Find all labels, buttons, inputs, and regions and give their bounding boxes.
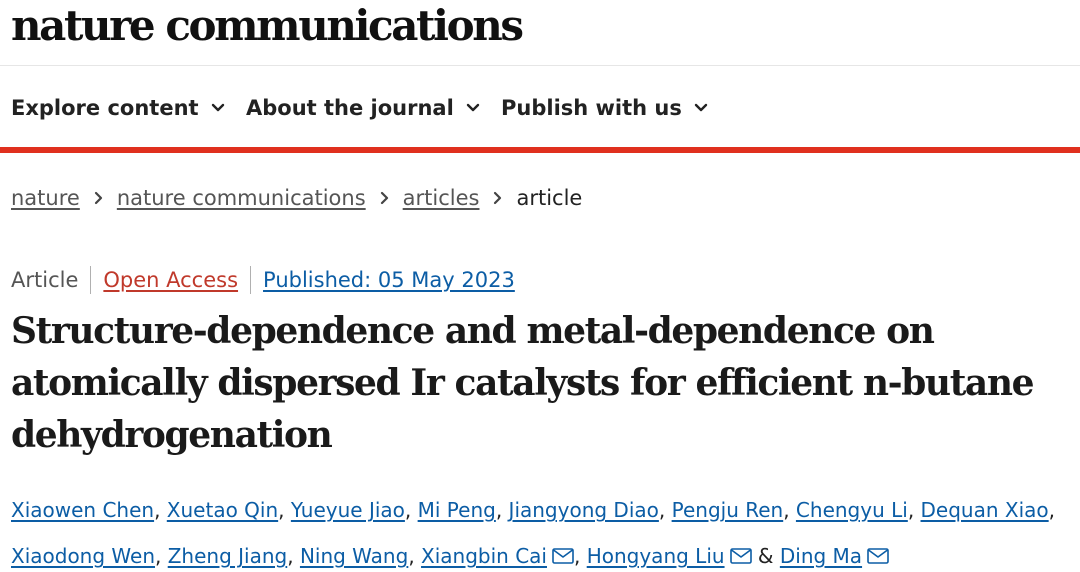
- nav-item-label: Publish with us: [501, 96, 682, 120]
- author-link[interactable]: Xiangbin Cai: [421, 544, 547, 568]
- nav-accent-rule: [0, 147, 1080, 153]
- author-item: Mi Peng,: [418, 498, 503, 522]
- author-item: Dequan Xiao,: [921, 498, 1055, 522]
- author-link[interactable]: Ning Wang: [299, 544, 409, 568]
- author-item: Ning Wang,: [300, 544, 415, 568]
- author-item: Pengju Ren,: [672, 498, 790, 522]
- article-meta: Article Open Access Published: 05 May 20…: [11, 265, 515, 295]
- chevron-right-icon: [94, 191, 103, 205]
- author-separator: ,: [408, 544, 415, 568]
- author-separator: ,: [278, 498, 285, 522]
- author-separator: ,: [287, 544, 294, 568]
- author-link[interactable]: Hongyang Liu: [586, 544, 725, 568]
- author-item: Xiangbin Cai,: [421, 544, 580, 568]
- main-nav: Explore content About the journal Publis…: [0, 67, 1080, 147]
- published-date-link[interactable]: Published: 05 May 2023: [263, 268, 515, 292]
- author-item: Chengyu Li,: [796, 498, 914, 522]
- author-link[interactable]: Yueyue Jiao: [290, 498, 405, 522]
- chevron-right-icon: [380, 191, 389, 205]
- article-type: Article: [11, 268, 79, 292]
- author-joiner: &: [751, 544, 780, 568]
- breadcrumb-articles[interactable]: articles: [402, 186, 480, 210]
- breadcrumb-nature[interactable]: nature: [11, 186, 80, 210]
- breadcrumb-current: article: [516, 186, 583, 210]
- author-separator: ,: [404, 498, 412, 522]
- author-item: Yueyue Jiao,: [291, 498, 411, 522]
- article-title: Structure-dependence and metal-dependenc…: [11, 310, 1035, 456]
- author-separator: ,: [1048, 498, 1056, 522]
- author-link[interactable]: Ding Ma: [779, 544, 863, 568]
- meta-divider: [250, 266, 252, 294]
- author-item: Jiangyong Diao,: [509, 498, 666, 522]
- author-item: Xuetao Qin,: [167, 498, 285, 522]
- author-item: Xiaowen Chen,: [11, 498, 160, 522]
- meta-divider: [90, 266, 92, 294]
- author-item: Hongyang Liu: [587, 544, 752, 568]
- site-header: nature communications: [0, 0, 1080, 66]
- author-link[interactable]: Pengju Ren: [671, 498, 784, 522]
- journal-logo[interactable]: nature communications: [11, 1, 524, 50]
- author-link[interactable]: Dequan Xiao: [920, 498, 1049, 522]
- breadcrumb-nature-communications[interactable]: nature communications: [116, 186, 366, 210]
- nav-item-label: Explore content: [11, 96, 199, 120]
- chevron-down-icon: [466, 103, 480, 113]
- open-access-link[interactable]: Open Access: [103, 268, 239, 292]
- chevron-down-icon: [694, 103, 708, 113]
- author-link[interactable]: Xiaowen Chen: [11, 498, 155, 522]
- author-link[interactable]: Xiaodong Wen: [11, 544, 155, 568]
- email-icon[interactable]: [729, 548, 752, 564]
- nav-publish-with-us[interactable]: Publish with us: [501, 93, 708, 123]
- author-list: Xiaowen Chen, Xuetao Qin, Yueyue Jiao, M…: [11, 487, 1080, 572]
- author-separator: ,: [783, 498, 790, 522]
- author-separator: ,: [495, 498, 503, 522]
- author-separator: ,: [907, 498, 915, 522]
- author-item: Xiaodong Wen,: [11, 544, 161, 568]
- author-link[interactable]: Chengyu Li: [795, 498, 908, 522]
- nav-explore-content[interactable]: Explore content: [11, 93, 225, 123]
- author-separator: ,: [154, 498, 161, 522]
- author-link[interactable]: Xuetao Qin: [166, 498, 279, 522]
- nav-item-label: About the journal: [246, 96, 454, 120]
- email-icon[interactable]: [552, 548, 574, 564]
- chevron-right-icon: [493, 191, 502, 205]
- author-link[interactable]: Zheng Jiang: [167, 544, 288, 568]
- author-link[interactable]: Jiangyong Diao: [508, 498, 659, 522]
- nav-about-the-journal[interactable]: About the journal: [246, 93, 480, 123]
- author-link[interactable]: Mi Peng: [417, 498, 496, 522]
- breadcrumb: nature nature communications articles ar…: [11, 184, 582, 212]
- chevron-down-icon: [211, 103, 225, 113]
- author-separator: ,: [658, 498, 666, 522]
- author-separator: ,: [573, 544, 581, 568]
- email-icon[interactable]: [867, 548, 889, 564]
- author-item: Zheng Jiang,: [168, 544, 294, 568]
- author-separator: ,: [155, 544, 162, 568]
- author-item: Ding Ma: [780, 544, 889, 568]
